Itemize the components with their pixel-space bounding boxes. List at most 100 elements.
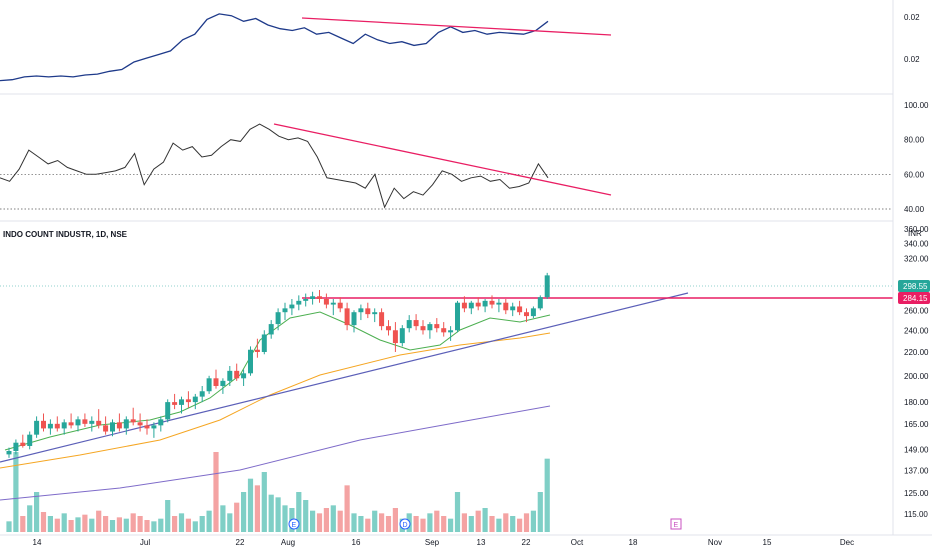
candle (330, 299, 336, 316)
volume-bar (365, 518, 371, 532)
volume-bar (185, 518, 191, 532)
volume-bar (344, 485, 350, 532)
volume-bar (503, 513, 509, 532)
candle-body (241, 373, 247, 379)
date-label: 13 (477, 538, 486, 547)
volume-bar (510, 516, 516, 532)
candle-body (199, 391, 205, 397)
date-axis: 14 Jul 22 Aug 16 Sep 13 22 Oct 18 Nov 15 Dec (0, 534, 932, 547)
candle (358, 304, 364, 321)
candle-body (41, 420, 46, 429)
candle-body (179, 399, 184, 405)
date-label: Oct (571, 538, 584, 547)
volume-bar (468, 516, 474, 532)
volume-bar (199, 516, 205, 532)
volume-bar (330, 505, 336, 532)
price-axis-label: 220.00 (904, 348, 929, 357)
candle-body (289, 304, 295, 309)
candle-body (206, 378, 212, 392)
price-axis-label: 125.00 (904, 489, 929, 498)
candle (434, 318, 440, 333)
volume-bar (310, 510, 316, 532)
candle (524, 308, 529, 323)
volume-bar (420, 518, 426, 532)
volume-bar (323, 508, 329, 532)
candle (544, 272, 550, 300)
volume-bar (247, 478, 254, 532)
candle-body (503, 302, 509, 311)
candle (185, 391, 191, 408)
date-label: 16 (352, 538, 361, 547)
candle-body (220, 380, 226, 386)
candle (116, 413, 122, 432)
event-marker-label: E (292, 522, 297, 529)
event-marker-earnings (288, 518, 300, 530)
candle (406, 315, 412, 333)
date-label: 14 (33, 538, 42, 547)
date-label: Jul (140, 538, 150, 547)
candle-body (234, 370, 240, 379)
price-axis-label: 165.00 (904, 420, 929, 429)
volume-bar (27, 505, 33, 532)
volume-bar (40, 512, 47, 532)
candle (27, 431, 33, 450)
candle (241, 369, 247, 386)
candle-body (537, 297, 543, 309)
candle-body (151, 425, 157, 429)
date-label: 15 (763, 538, 772, 547)
candle (323, 293, 329, 309)
volume-bar (130, 513, 136, 532)
candle-body (68, 422, 74, 426)
volume-bar (13, 452, 19, 532)
candle (151, 422, 157, 438)
volume-bar (96, 510, 102, 532)
price-axis-label: 260.00 (904, 306, 929, 315)
volume-bar (137, 516, 143, 532)
volume-bar (537, 492, 543, 532)
candle (20, 434, 26, 448)
volume-bar (296, 492, 302, 532)
support-trendline (0, 292, 689, 463)
candle-body (330, 302, 336, 305)
candle (296, 295, 302, 311)
candle (455, 300, 460, 333)
candle (13, 439, 19, 455)
current-price-tag (898, 280, 930, 292)
candle (110, 419, 115, 437)
volume-bar (413, 516, 419, 532)
candle-body (261, 334, 267, 352)
candle (192, 393, 198, 410)
volume-bar (434, 510, 440, 532)
volume-bar (254, 485, 260, 532)
candle-body (489, 300, 495, 305)
volume-bar (82, 514, 88, 532)
candle-body (530, 308, 536, 317)
candle-body (544, 275, 550, 298)
event-marker-upcoming-earnings (670, 518, 682, 530)
candle (234, 363, 240, 381)
candle (75, 416, 81, 432)
rsi-axis-label: 60.00 (904, 170, 925, 179)
volume-bar (234, 502, 240, 532)
volume-bar (54, 518, 60, 532)
candle (54, 416, 60, 432)
candle (475, 297, 481, 311)
candle-body (82, 419, 88, 424)
volume-bar (385, 516, 392, 532)
candle (220, 378, 226, 394)
volume-bar (337, 510, 343, 532)
rsi-axis-label: 40.00 (904, 205, 925, 214)
candle (351, 310, 357, 333)
ema-short-line (4, 311, 551, 451)
volume-bar (123, 518, 129, 532)
volume-bar (268, 494, 274, 532)
volume-bar (303, 500, 309, 532)
volume-bar (316, 513, 323, 532)
volume-bar (475, 510, 481, 532)
candle-body (303, 299, 309, 301)
candle-body (358, 308, 364, 313)
volume-bar (68, 520, 74, 532)
candle (34, 416, 40, 438)
